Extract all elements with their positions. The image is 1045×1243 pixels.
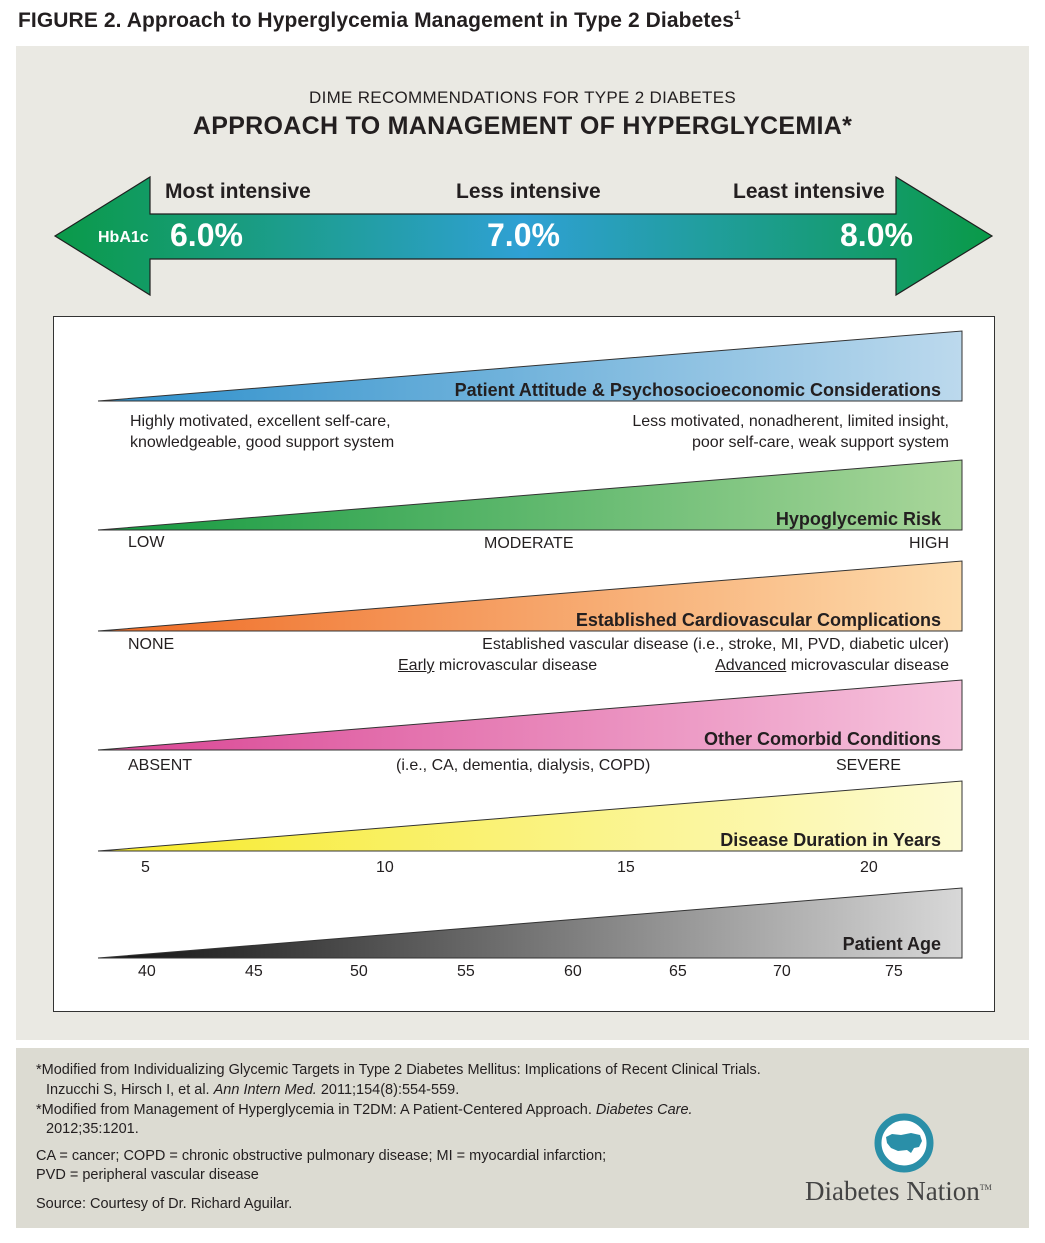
diagram-title: APPROACH TO MANAGEMENT OF HYPERGLYCEMIA* [192,112,853,140]
wedge-patient-age [97,887,963,959]
brand-wordmark: Diabetes NationTM [805,1176,992,1206]
hba1c-value-low: 6.0% [170,217,243,253]
age-tick: 45 [245,963,263,980]
label-hypoglycemic-risk: Hypoglycemic Risk [775,509,941,529]
age-tick: 60 [564,963,582,980]
comorbid-absent: ABSENT [128,757,193,774]
hypo-moderate: MODERATE [484,535,574,552]
diagram-subtitle: DIME RECOMMENDATIONS FOR TYPE 2 DIABETES [309,88,736,107]
cv-early: Early microvascular disease [398,657,598,674]
label-patient-attitude: Patient Attitude & Psychosocioeconomic C… [454,380,941,400]
most-intensive-label: Most intensive [165,180,311,203]
hba1c-value-mid: 7.0% [487,217,560,253]
less-intensive-label: Less intensive [456,180,601,203]
age-tick: 65 [669,963,687,980]
age-tick: 55 [457,963,475,980]
source-line: Source: Courtesy of Dr. Richard Aguilar. [36,1196,293,1212]
age-tick: 50 [350,963,368,980]
factors-box [53,316,995,1012]
label-patient-age: Patient Age [842,934,941,954]
diabetes-nation-logo-icon [874,1113,934,1173]
duration-tick: 10 [376,859,394,876]
age-tick: 70 [773,963,791,980]
label-disease-duration: Disease Duration in Years [720,830,941,850]
wedge-hypoglycemic-risk [97,459,963,531]
attitude-right-line1: Less motivated, nonadherent, limited ins… [632,413,949,430]
attitude-left-line1: Highly motivated, excellent self-care, [130,413,391,430]
age-tick: 75 [885,963,903,980]
cv-none: NONE [128,636,175,653]
duration-tick: 20 [860,859,878,876]
wedge-cardiovascular [97,560,963,632]
abbreviations-line2: PVD = peripheral vascular disease [36,1167,259,1183]
attitude-left-line2: knowledgeable, good support system [130,434,395,451]
cv-established: Established vascular disease (i.e., stro… [482,636,949,653]
hba1c-label: HbA1c [98,229,149,246]
duration-tick: 15 [617,859,635,876]
reference-2-line2: 2012;35:1201. [46,1121,139,1137]
hba1c-value-high: 8.0% [840,217,913,253]
hba1c-double-arrow [53,175,994,297]
footnotes-panel [16,1048,1029,1228]
wedge-patient-attitude [97,330,963,402]
wedge-comorbid [97,679,963,751]
wedge-disease-duration [97,780,963,852]
figure-title: FIGURE 2. Approach to Hyperglycemia Mana… [18,8,741,32]
comorbid-severe: SEVERE [836,757,901,774]
reference-2-line1: *Modified from Management of Hyperglycem… [36,1102,693,1118]
abbreviations-line1: CA = cancer; COPD = chronic obstructive … [36,1148,607,1164]
age-tick: 40 [138,963,156,980]
least-intensive-label: Least intensive [733,180,885,203]
cv-advanced: Advanced microvascular disease [715,657,949,674]
hypo-high: HIGH [909,535,949,552]
comorbid-examples: (i.e., CA, dementia, dialysis, COPD) [396,757,651,774]
label-cardiovascular: Established Cardiovascular Complications [575,610,941,630]
attitude-right-line2: poor self-care, weak support system [692,434,949,451]
reference-1-line2: Inzucchi S, Hirsch I, et al. Ann Intern … [46,1082,460,1098]
duration-tick: 5 [141,859,150,876]
hypo-low: LOW [128,534,165,551]
reference-1-line1: *Modified from Individualizing Glycemic … [36,1062,761,1078]
factor-wedges [97,330,963,959]
label-comorbid: Other Comorbid Conditions [704,729,941,749]
